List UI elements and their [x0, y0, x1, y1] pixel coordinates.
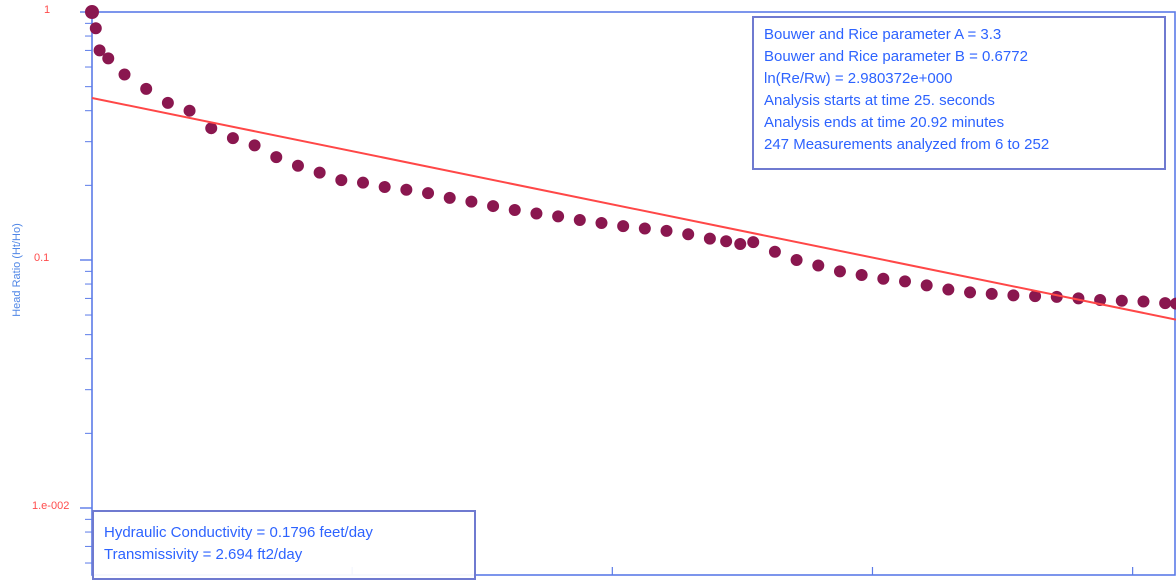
- data-point: [1159, 297, 1172, 310]
- data-point: [812, 259, 825, 272]
- data-point: [89, 22, 102, 35]
- data-point: [313, 166, 326, 179]
- y-axis-label-text: Head Ratio (Ht/Ho): [11, 223, 23, 317]
- data-point: [291, 159, 304, 172]
- data-point: [573, 213, 586, 226]
- results-box-top: Bouwer and Rice parameter A = 3.3 Bouwer…: [752, 16, 1166, 170]
- data-point: [487, 200, 500, 213]
- data-point: [768, 245, 781, 258]
- y-tick-label-0-01: 1.e-002: [32, 500, 70, 512]
- data-point: [617, 220, 630, 233]
- data-point: [205, 122, 218, 135]
- data-point: [747, 236, 760, 249]
- data-point: [790, 254, 803, 266]
- data-point: [508, 204, 521, 217]
- data-point: [93, 44, 106, 57]
- data-point: [595, 216, 608, 229]
- y-tick-label-1: 1: [44, 4, 51, 16]
- data-point: [422, 187, 435, 200]
- data-point: [920, 279, 933, 292]
- data-point: [443, 191, 456, 204]
- data-point: [855, 268, 868, 281]
- data-point: [703, 232, 716, 245]
- data-point: [400, 183, 413, 196]
- data-point: [734, 238, 747, 251]
- data-point: [140, 82, 153, 95]
- data-point: [552, 210, 565, 223]
- data-point: [682, 228, 695, 241]
- data-point: [660, 224, 673, 237]
- data-point: [1007, 289, 1020, 302]
- data-point: [248, 139, 261, 152]
- data-point: [102, 52, 115, 65]
- analysis-start-text: Analysis starts at time 25. seconds: [764, 92, 995, 109]
- data-point: [378, 180, 391, 193]
- param-a-text: Bouwer and Rice parameter A = 3.3: [764, 26, 1002, 43]
- fit-line: [91, 97, 1176, 321]
- data-point: [833, 265, 846, 278]
- data-point: [720, 235, 733, 248]
- data-point: [530, 207, 543, 220]
- data-point: [877, 272, 890, 285]
- y-tick-label-0-1: 0.1: [34, 252, 50, 264]
- data-point: [161, 96, 174, 109]
- y-axis-label: Head Ratio (Ht/Ho): [2, 160, 32, 380]
- hydraulic-conductivity-text: Hydraulic Conductivity = 0.1796 feet/day: [104, 524, 373, 541]
- data-point: [985, 287, 998, 300]
- data-point: [1170, 297, 1176, 310]
- param-b-text: Bouwer and Rice parameter B = 0.6772: [764, 48, 1028, 65]
- measurements-text: 247 Measurements analyzed from 6 to 252: [764, 136, 1050, 153]
- data-point: [335, 174, 348, 187]
- results-box-bottom: Hydraulic Conductivity = 0.1796 feet/day…: [92, 510, 476, 580]
- ln-re-rw-text: ln(Re/Rw) = 2.980372e+000: [764, 70, 953, 87]
- data-point: [226, 132, 239, 145]
- data-point: [270, 151, 283, 164]
- data-point: [1137, 295, 1150, 308]
- data-point: [357, 176, 369, 189]
- data-point: [964, 286, 977, 299]
- data-point: [638, 222, 651, 235]
- data-point: [85, 5, 99, 19]
- data-point: [942, 283, 955, 296]
- data-point: [183, 104, 196, 117]
- data-point: [118, 68, 131, 81]
- plot-frame: [91, 11, 1176, 576]
- data-point: [1115, 294, 1128, 307]
- data-point: [899, 275, 911, 288]
- analysis-end-text: Analysis ends at time 20.92 minutes: [764, 114, 1005, 131]
- data-point: [465, 195, 478, 208]
- transmissivity-text: Transmissivity = 2.694 ft2/day: [104, 546, 303, 563]
